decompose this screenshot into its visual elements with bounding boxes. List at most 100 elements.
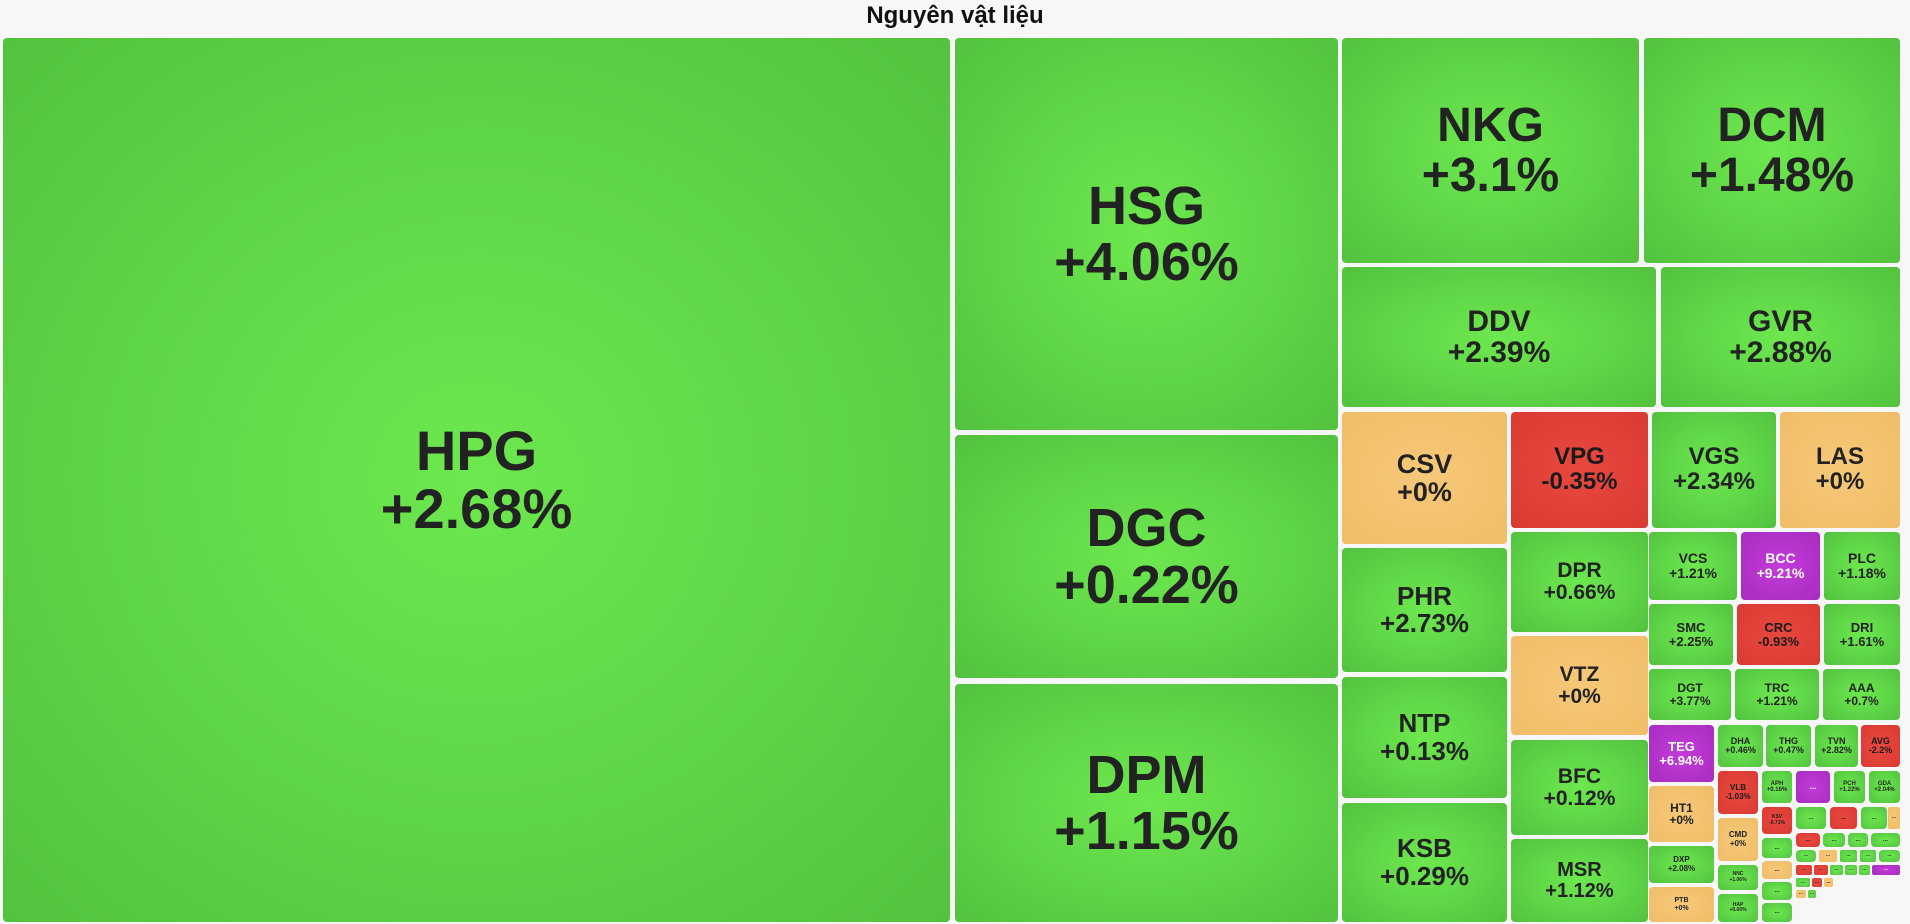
treemap-tile[interactable]: NTP +0.13% [1342,677,1507,798]
tile-ticker: GVR [1747,304,1813,338]
tile-change: +0.13% [1380,735,1469,766]
treemap-tile[interactable]: THG +0.47% [1766,725,1811,767]
tile-change: +2.04% [1874,787,1895,793]
treemap-tile[interactable]: GVR +2.88% [1661,267,1900,407]
tile-change: +0% [1729,838,1747,848]
treemap-tile[interactable]: BFC +0.12% [1511,740,1648,835]
treemap-tile[interactable]: VGS +2.34% [1652,412,1776,528]
treemap-tile[interactable]: BCC +9.21% [1741,532,1820,600]
tile-ticker: CSV [1396,448,1453,479]
tile-change: +2.73% [1380,608,1469,638]
treemap-tile[interactable]: ... [1871,833,1900,847]
treemap-tile[interactable]: ... [1808,890,1816,898]
treemap-tile[interactable]: PHR +2.73% [1342,548,1507,672]
treemap-tile[interactable]: ... [1762,838,1792,858]
treemap-tile[interactable]: ... [1819,850,1837,862]
treemap-tile[interactable]: HPG +2.68% [3,38,950,922]
treemap-tile[interactable]: DGT +3.77% [1649,669,1731,720]
tile-ticker: DPR [1557,559,1602,583]
tile-change: +6.94% [1659,752,1704,768]
treemap-tile[interactable]: SMC +2.25% [1649,604,1733,665]
tile-ticker: ... [1826,878,1831,885]
treemap-tile[interactable]: DCM +1.48% [1644,38,1900,263]
treemap-tile[interactable]: ... [1796,878,1810,887]
treemap-tile[interactable]: PLC +1.18% [1824,532,1900,600]
tile-ticker: DHA [1730,735,1751,746]
treemap-tile[interactable]: ... [1812,878,1822,887]
treemap-tile[interactable]: ... [1824,878,1833,887]
tile-ticker: ... [1882,836,1888,843]
treemap-tile[interactable]: KSV -0.71% [1762,807,1792,834]
treemap-tile[interactable]: AVG -2.2% [1861,725,1900,767]
tile-ticker: ... [1831,836,1837,843]
treemap-tile[interactable]: DPM +1.15% [955,684,1338,922]
treemap-tile[interactable]: ... [1796,865,1812,875]
treemap-tile[interactable]: TVN +2.82% [1815,725,1858,767]
treemap-tile[interactable]: ... [1860,850,1876,862]
treemap-tile[interactable]: DXP +2.08% [1649,846,1714,883]
treemap-tile[interactable]: KSB +0.29% [1342,803,1507,922]
treemap-tile[interactable]: ... [1796,771,1830,803]
tile-change: +2.08% [1667,863,1696,873]
treemap-tile[interactable]: ... [1762,882,1792,900]
treemap-tile[interactable]: HT1 +0% [1649,786,1714,842]
treemap-tile[interactable]: TEG +6.94% [1649,725,1714,782]
treemap-tile[interactable]: ... [1861,807,1887,829]
treemap-tile[interactable]: ... [1872,865,1900,875]
treemap-tile[interactable]: TRC +1.21% [1735,669,1819,720]
treemap-tile[interactable]: ... [1859,865,1870,875]
treemap-tile[interactable]: ... [1762,861,1792,879]
tile-change: +0.46% [1725,745,1756,755]
treemap-tile[interactable]: DDV +2.39% [1342,267,1656,407]
treemap-tile[interactable]: NNC +1.06% [1718,865,1758,890]
treemap-tile[interactable]: ... [1796,807,1826,829]
treemap-tile[interactable]: ... [1830,865,1843,875]
tile-ticker: ... [1774,866,1780,873]
treemap-tile[interactable]: ... [1888,807,1900,829]
treemap-tile[interactable]: PCH +1.22% [1834,771,1865,803]
tile-change: +1.22% [1839,787,1860,793]
treemap-tile[interactable]: ... [1879,850,1900,862]
treemap-tile[interactable]: LAS +0% [1780,412,1900,528]
treemap-tile[interactable]: ... [1814,865,1828,875]
treemap-tile[interactable]: DGC +0.22% [955,435,1338,678]
treemap-tile[interactable]: ... [1845,865,1857,875]
tile-change: +1.21% [1756,693,1798,708]
treemap-tile[interactable]: HSG +4.06% [955,38,1338,430]
treemap-tile[interactable]: CRC -0.93% [1737,604,1820,665]
treemap-tile[interactable]: ... [1796,850,1816,862]
tile-ticker: DCM [1717,98,1827,152]
treemap-tile[interactable]: AAA +0.7% [1823,669,1900,720]
treemap-tile[interactable]: VPG -0.35% [1511,412,1648,528]
treemap-tile[interactable]: CSV +0% [1342,412,1507,544]
treemap-tile[interactable]: ... [1840,850,1857,862]
treemap-tile[interactable]: ... [1762,903,1792,922]
treemap-tile[interactable]: ... [1830,807,1857,829]
treemap-tile[interactable]: MSR +1.12% [1511,839,1648,922]
treemap-tile[interactable]: VTZ +0% [1511,636,1648,735]
tile-change: +2.68% [380,477,573,540]
treemap-tile[interactable]: VLB -1.03% [1718,771,1758,814]
tile-ticker: GDA [1877,780,1892,787]
tile-change: +0.69% [1729,907,1747,913]
treemap-tile[interactable]: ... [1848,833,1868,847]
tile-ticker: THG [1779,735,1798,746]
tile-change: -0.35% [1541,468,1618,495]
treemap-tile[interactable]: DRI +1.61% [1824,604,1900,665]
treemap-tile[interactable]: PTB +0% [1649,887,1714,922]
treemap-tile[interactable]: VCS +1.21% [1649,532,1737,600]
treemap-tile[interactable]: CMD +0% [1718,818,1758,861]
tile-ticker: ... [1803,852,1809,859]
treemap-tile[interactable]: ... [1796,890,1806,898]
treemap-tile[interactable]: DPR +0.66% [1511,532,1648,632]
treemap-tile[interactable]: HAP +0.69% [1718,894,1758,922]
tile-change: +0.29% [1380,860,1469,891]
treemap-tile[interactable]: ... [1823,833,1845,847]
treemap-tile[interactable]: APH +0.16% [1762,771,1792,803]
treemap-tile[interactable]: NKG +3.1% [1342,38,1639,263]
treemap-tile[interactable]: GDA +2.04% [1869,771,1900,803]
treemap-tile[interactable]: ... [1796,833,1820,847]
treemap-tile[interactable]: DHA +0.46% [1718,725,1763,767]
tile-ticker: TEG [1668,738,1695,754]
